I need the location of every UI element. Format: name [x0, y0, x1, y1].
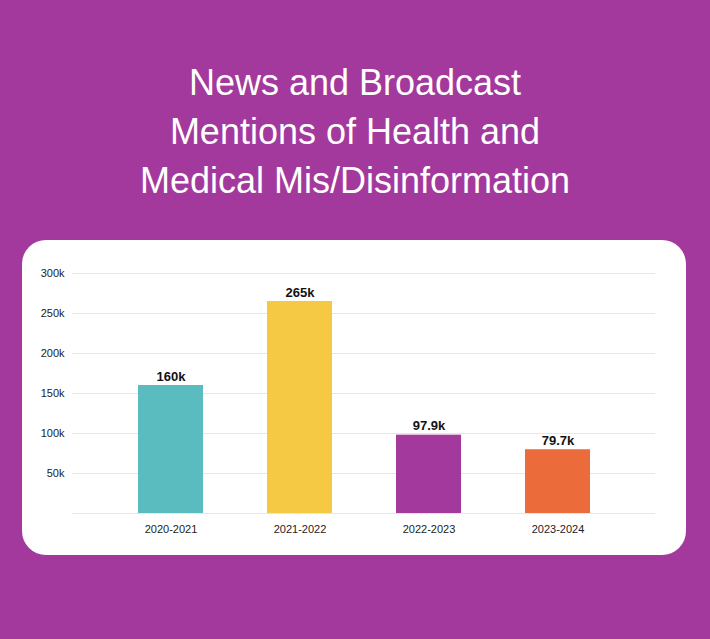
svg-text:100k: 100k — [41, 427, 65, 439]
svg-text:300k: 300k — [41, 267, 65, 279]
svg-text:150k: 150k — [41, 387, 65, 399]
html-text:News and Broadcast Mentions of: News and Broadcast Mentions of Health an… — [139, 62, 571, 201]
svg-text:2022-2023: 2022-2023 — [403, 523, 456, 535]
svg-text:265k: 265k — [286, 285, 316, 300]
svg-text:2023-2024: 2023-2024 — [532, 523, 585, 535]
svg-text:250k: 250k — [41, 307, 65, 319]
svg-text:79.7k: 79.7k — [542, 433, 575, 448]
svg-text:50k: 50k — [47, 467, 65, 479]
svg-text:2021-2022: 2021-2022 — [274, 523, 327, 535]
svg-text:160k: 160k — [157, 369, 187, 384]
svg-text:97.9k: 97.9k — [413, 418, 446, 433]
svg-text:2020-2021: 2020-2021 — [145, 523, 198, 535]
svg-text:200k: 200k — [41, 347, 65, 359]
